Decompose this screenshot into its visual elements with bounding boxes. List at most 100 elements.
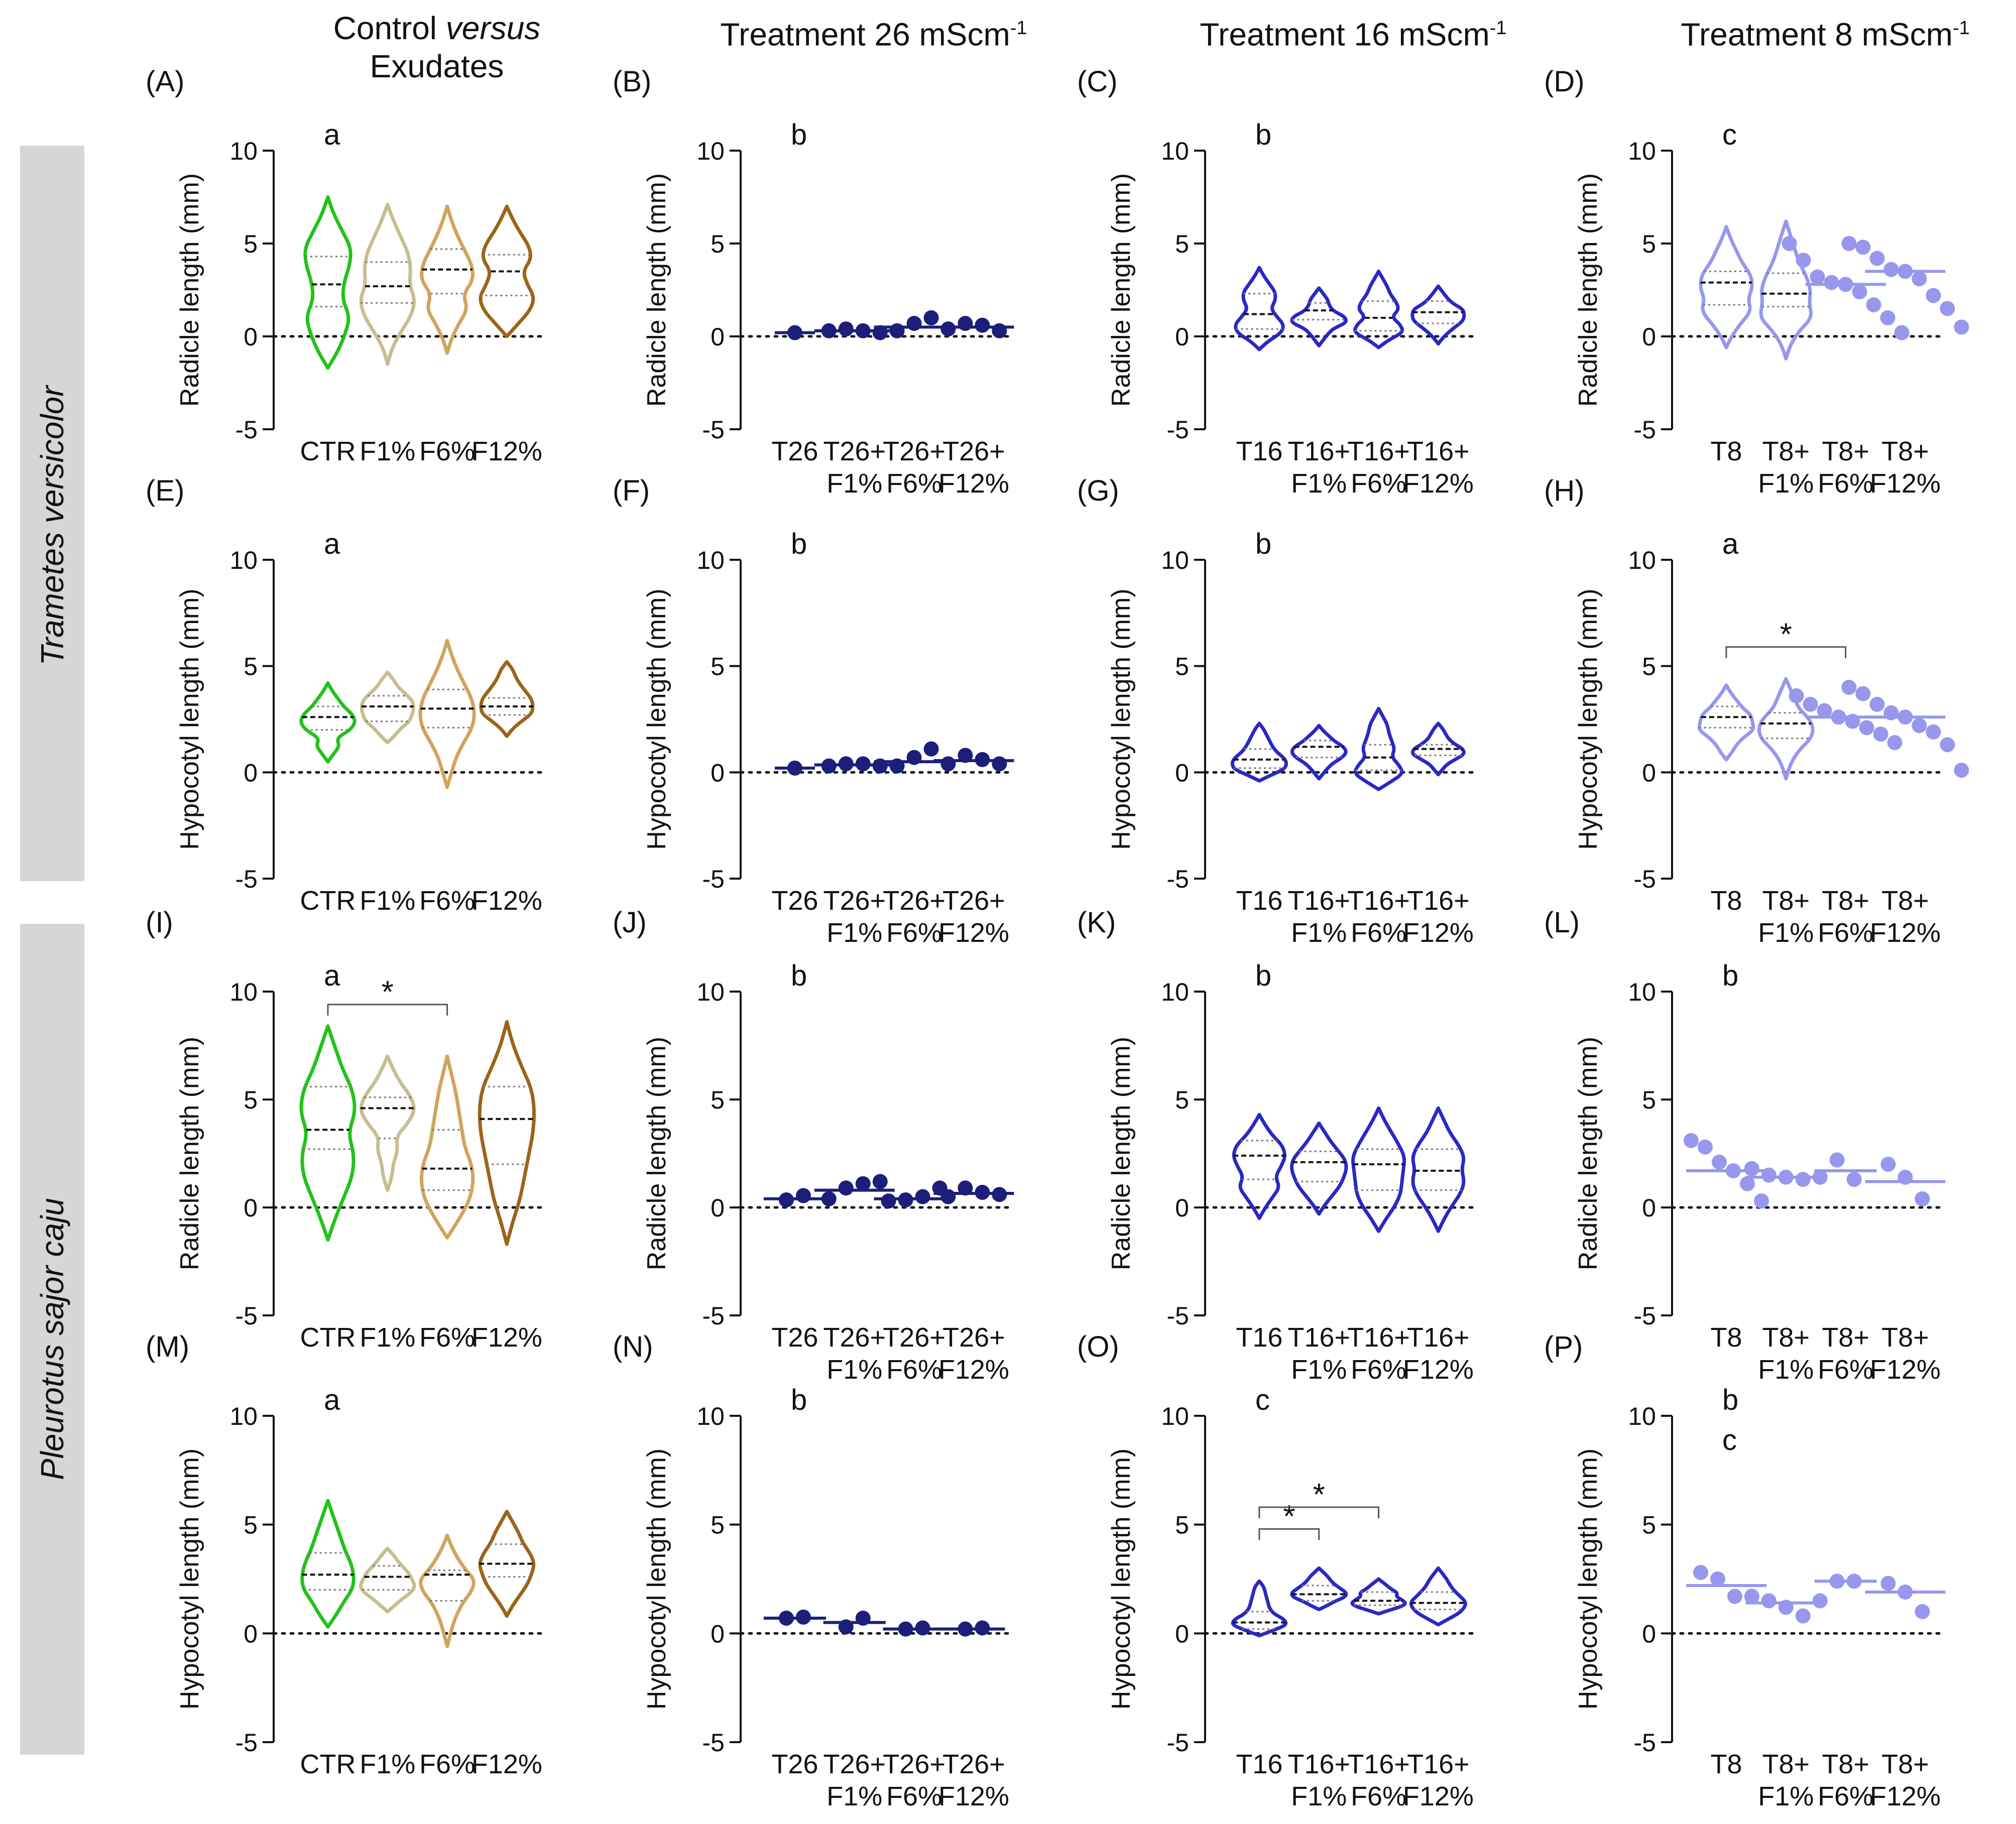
x-tick-label: T8+ <box>1822 436 1869 466</box>
y-tick-label: 10 <box>1161 978 1189 1006</box>
col-header-t26: Treatment 26 mScm-1 <box>683 9 1064 53</box>
x-tick-label: F1% <box>1758 1781 1814 1811</box>
x-tick-label: T8+ <box>1762 886 1810 916</box>
data-point <box>1841 680 1857 695</box>
y-axis-label: Hypocotyl length (mm) <box>175 1448 204 1710</box>
y-tick-label: 5 <box>710 1086 725 1114</box>
data-point <box>1887 735 1903 751</box>
y-axis-label: Radicle length (mm) <box>175 173 204 407</box>
data-point <box>1855 239 1871 255</box>
data-point <box>1841 236 1857 251</box>
data-point <box>1727 1589 1742 1604</box>
violin-shape <box>1350 1577 1407 1616</box>
col-header-control: Control versus Exudates <box>281 9 592 85</box>
y-tick-label: 0 <box>244 1620 258 1648</box>
panel-label: (F) <box>613 474 650 507</box>
y-tick-label: -5 <box>235 1729 258 1757</box>
x-tick-label: F6% <box>1818 918 1873 948</box>
data-point <box>1754 1193 1769 1209</box>
y-tick-label: 5 <box>1175 230 1189 258</box>
panel-label: (N) <box>613 1330 653 1363</box>
y-tick-label: 5 <box>1175 653 1189 681</box>
violin-shape <box>1409 1566 1467 1627</box>
data-point <box>1894 325 1910 340</box>
x-tick-label: F1% <box>1291 1355 1347 1385</box>
x-tick-label: T16+ <box>1288 436 1351 466</box>
group-letter: c <box>1722 118 1737 151</box>
data-point <box>958 316 973 331</box>
x-tick-label: T26+ <box>883 1322 945 1353</box>
panel-label: (A) <box>146 65 184 98</box>
group-letter: b <box>791 118 807 151</box>
group-letter: b <box>1255 528 1271 560</box>
x-tick-label: T8+ <box>1762 1322 1810 1353</box>
x-tick-label: T8+ <box>1822 1322 1869 1353</box>
violin-shape <box>1697 683 1755 762</box>
data-point <box>1684 1133 1699 1148</box>
x-tick-label: T26 <box>771 1749 818 1779</box>
significance-bracket <box>1725 646 1847 658</box>
x-tick-label: F1% <box>1291 918 1347 948</box>
col-header-control-pre: Control <box>333 10 446 46</box>
y-tick-label: -5 <box>235 865 258 893</box>
panel-label: (L) <box>1544 906 1580 939</box>
x-tick-label: T8+ <box>1822 886 1869 916</box>
x-tick-label: F6% <box>419 886 475 916</box>
y-tick-label: 10 <box>229 978 258 1006</box>
x-tick-label: F12% <box>1403 1355 1474 1385</box>
y-tick-label: 0 <box>1175 759 1189 787</box>
data-point <box>1829 1152 1845 1168</box>
x-tick-label: F12% <box>1870 468 1941 499</box>
group-letter: b <box>1722 1384 1738 1416</box>
x-tick-label: T8+ <box>1881 886 1929 916</box>
data-point <box>1744 1161 1759 1176</box>
y-tick-label: 0 <box>1175 1194 1189 1222</box>
violin-shape <box>1410 284 1466 346</box>
panel-label: (M) <box>146 1330 189 1363</box>
violin-shape <box>479 660 535 738</box>
x-tick-label: F1% <box>826 1355 882 1385</box>
x-tick-label: F12% <box>1870 918 1941 948</box>
data-point <box>1761 1593 1776 1609</box>
y-tick-label: 0 <box>1642 323 1656 351</box>
violin-shape <box>1234 266 1285 351</box>
y-tick-label: 10 <box>1161 137 1189 165</box>
violin-shape <box>478 1510 536 1618</box>
y-tick-label: -5 <box>702 1729 725 1757</box>
x-tick-label: T16+ <box>1347 1322 1410 1353</box>
x-tick-label: T26+ <box>823 886 886 916</box>
data-point <box>1880 310 1895 325</box>
panel-label: (G) <box>1077 474 1119 507</box>
x-tick-label: T16+ <box>1347 1749 1410 1779</box>
violin-shape <box>1759 219 1813 360</box>
data-point <box>855 1176 871 1191</box>
y-tick-label: 0 <box>710 759 725 787</box>
data-point <box>1954 763 1969 778</box>
y-tick-label: -5 <box>702 865 725 893</box>
x-tick-label: F12% <box>471 1322 542 1353</box>
data-point <box>872 1174 888 1189</box>
x-tick-label: F1% <box>1758 468 1814 499</box>
trametes-row-band <box>20 146 84 881</box>
data-point <box>1869 251 1885 266</box>
violin-shape <box>359 202 416 366</box>
y-tick-label: 10 <box>1161 1402 1189 1430</box>
violin-shape <box>420 204 475 355</box>
data-point <box>838 1180 854 1196</box>
significance-star: * <box>382 975 394 1010</box>
x-tick-label: F12% <box>938 1781 1009 1811</box>
data-point <box>1869 696 1885 712</box>
x-tick-label: F12% <box>938 918 1009 948</box>
group-letter: a <box>324 118 340 151</box>
x-tick-label: T26+ <box>942 1322 1005 1353</box>
x-tick-label: F6% <box>886 468 942 499</box>
x-tick-label: F6% <box>419 436 475 466</box>
significance-bracket <box>1258 1506 1380 1518</box>
significance-bracket <box>1258 1528 1320 1540</box>
x-tick-label: F12% <box>938 1355 1009 1385</box>
y-tick-label: -5 <box>1167 865 1189 893</box>
col-header-control-line2: Exudates <box>370 48 504 84</box>
